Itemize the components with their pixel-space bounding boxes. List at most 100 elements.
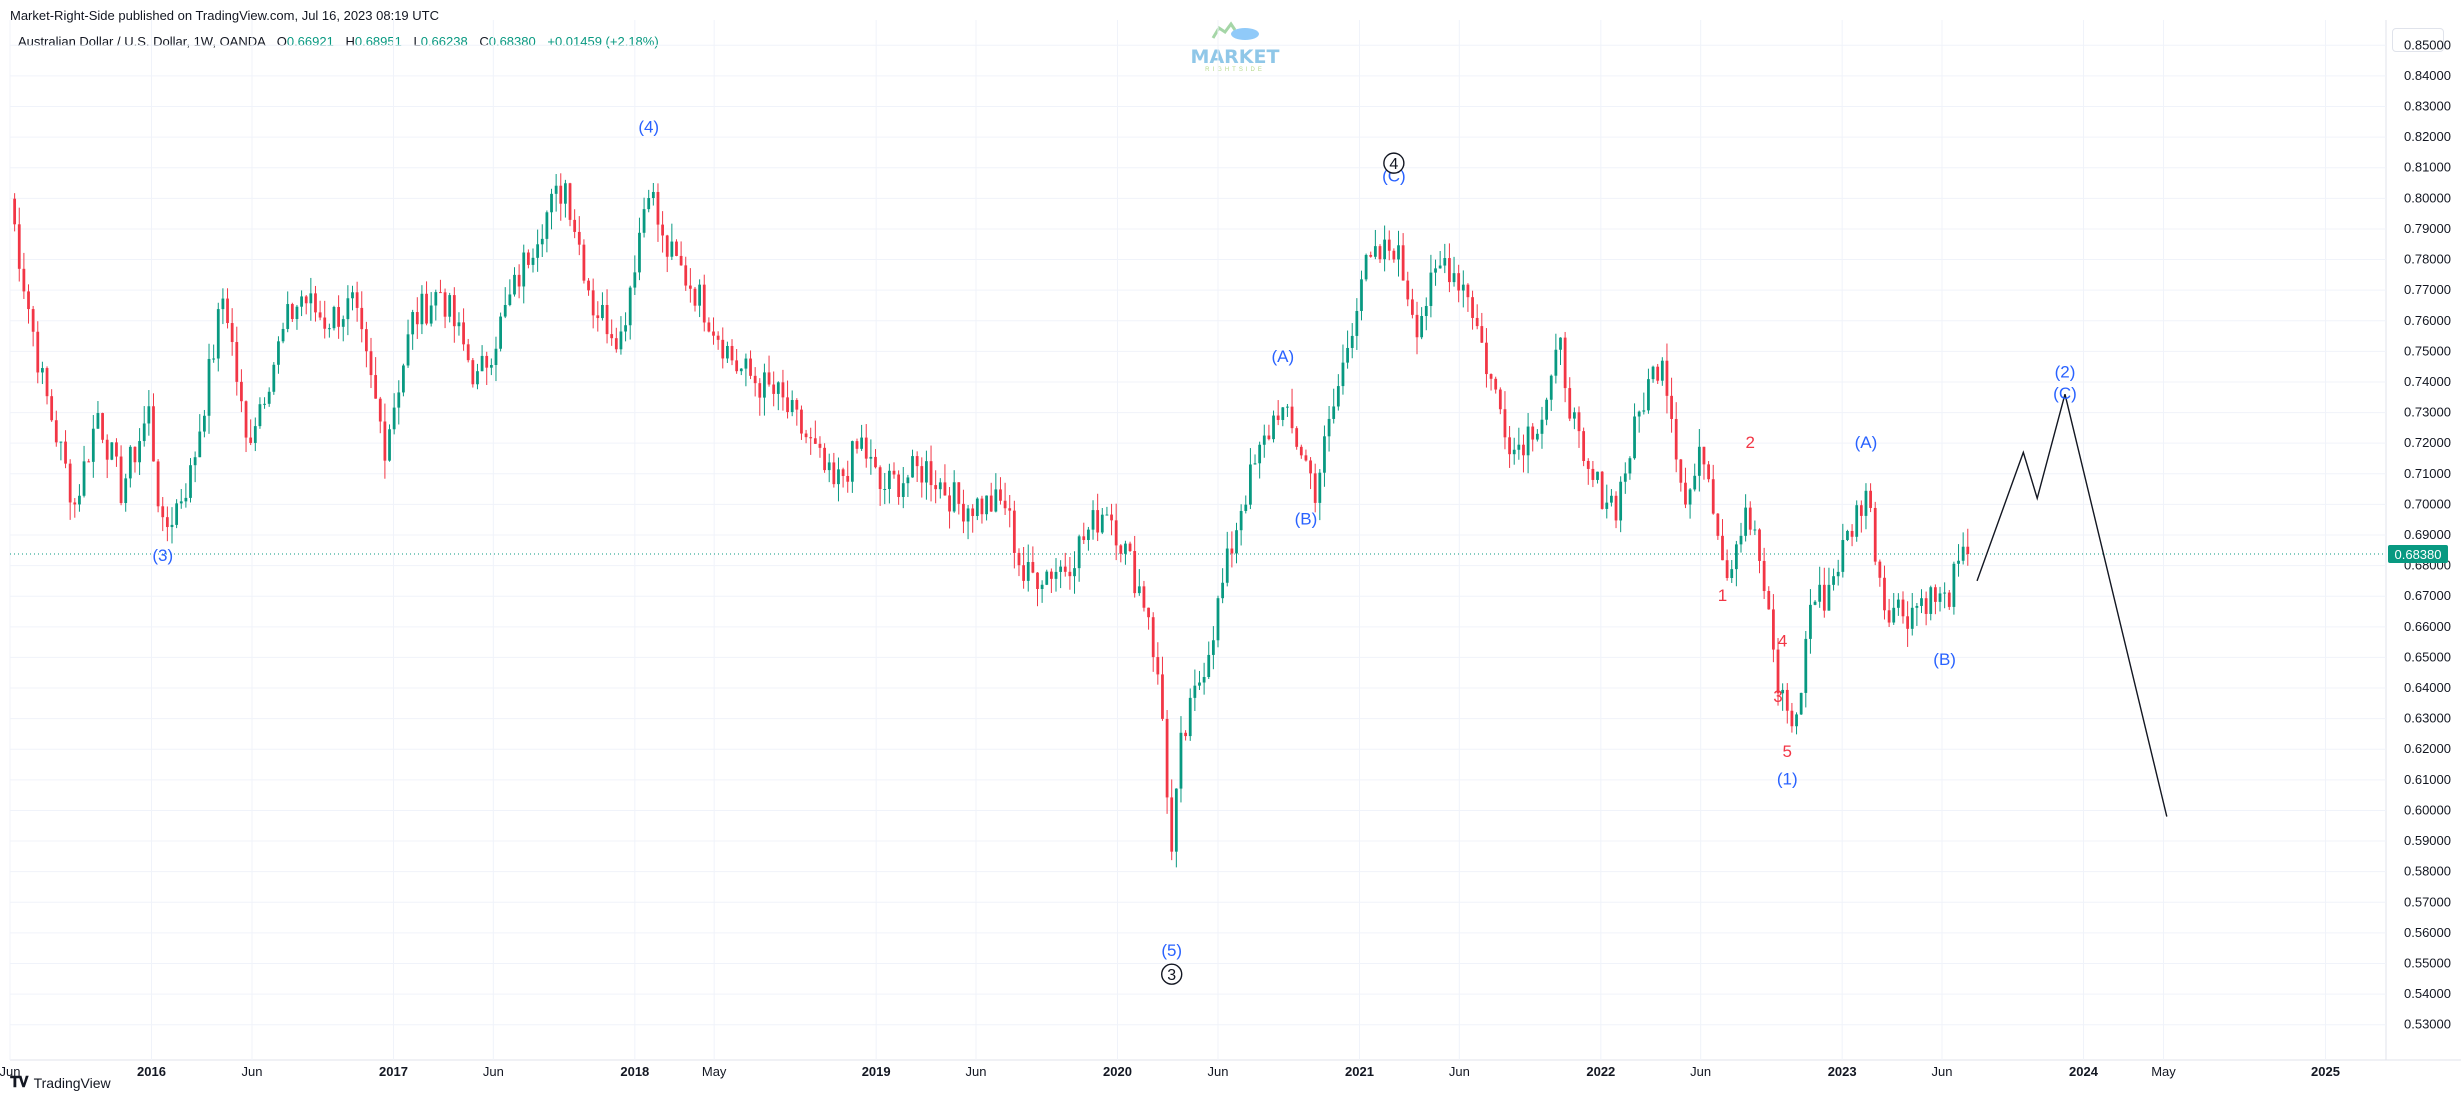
candle-body <box>411 312 415 335</box>
candle-body <box>156 461 160 507</box>
candle-body <box>892 470 896 475</box>
candle-body <box>679 255 683 266</box>
candle-body <box>1679 459 1683 483</box>
candle-body <box>1026 562 1030 581</box>
candle-body <box>883 489 887 491</box>
candle-body <box>628 287 632 326</box>
price-tick-label: 0.60000 <box>2404 802 2451 817</box>
time-tick-label: 2023 <box>1828 1064 1857 1079</box>
candle-body <box>1813 601 1817 605</box>
candle-body <box>832 462 836 485</box>
candle-body <box>82 461 86 496</box>
candle-body <box>1554 349 1558 376</box>
chart-grid <box>9 20 2461 1061</box>
candle-body <box>41 368 44 373</box>
wave-label: (5) <box>1161 941 1182 960</box>
candle-body <box>568 183 572 220</box>
candle-body <box>1795 714 1798 727</box>
time-tick-label: May <box>2151 1064 2176 1079</box>
candle-body <box>1841 540 1845 572</box>
candle-body <box>753 375 757 384</box>
candle-body <box>837 469 840 485</box>
candle-body <box>1216 598 1220 641</box>
candle-body <box>1892 607 1896 623</box>
price-tick-label: 0.77000 <box>2404 282 2451 297</box>
candle-body <box>726 345 729 359</box>
candle-body <box>499 316 502 349</box>
candle-body <box>522 252 526 287</box>
candle-body <box>702 284 706 323</box>
candle-body <box>267 391 271 404</box>
candle-body <box>1799 692 1803 715</box>
circled-wave-marker <box>1383 152 1405 174</box>
candle-body <box>1211 640 1215 655</box>
candle-body <box>934 485 938 490</box>
candle-body <box>1772 609 1775 650</box>
candle-body <box>823 447 826 471</box>
candle-body <box>999 489 1002 501</box>
time-tick-label: 2016 <box>137 1064 166 1079</box>
candle-body <box>480 355 484 372</box>
price-axis: 0.53000 0.54000 0.55000 0.56000 0.57000 0.580… <box>2388 37 2451 1032</box>
candle-body <box>300 296 303 307</box>
corner-button[interactable] <box>2392 28 2444 52</box>
candle-body <box>545 212 549 239</box>
candle-body <box>1193 685 1197 698</box>
candle-body <box>614 338 618 350</box>
candle-body <box>1577 412 1581 432</box>
candle-body <box>258 404 262 427</box>
candle-body <box>1545 399 1548 420</box>
candle-body <box>1332 406 1336 419</box>
candle-body <box>50 396 54 421</box>
candle-body <box>309 293 313 304</box>
wave-label: (B) <box>1933 650 1956 669</box>
candle-body <box>878 467 882 490</box>
candle-body <box>564 183 567 204</box>
time-tick-label: Jun <box>1208 1064 1229 1079</box>
candle-body <box>1068 571 1072 577</box>
candle-body <box>1415 314 1419 338</box>
candle-body <box>1105 514 1109 516</box>
price-tick-label: 0.61000 <box>2404 772 2451 787</box>
candle-body <box>554 185 558 194</box>
wave-label: (1) <box>1777 769 1798 788</box>
candle-body <box>1670 395 1673 419</box>
candle-body <box>327 328 331 330</box>
candle-body <box>763 372 766 398</box>
candle-body <box>1045 571 1049 585</box>
candle-body <box>1156 657 1160 675</box>
candle-body <box>656 191 660 225</box>
candle-body <box>1225 548 1229 583</box>
candle-body <box>1924 598 1928 614</box>
candle-body <box>661 224 664 236</box>
time-tick-label: 2022 <box>1586 1064 1615 1079</box>
wave-label: 2 <box>1746 433 1755 452</box>
candle-body <box>189 465 192 498</box>
candle-body <box>1947 592 1951 607</box>
wave-label: (4) <box>638 118 659 137</box>
candle-body <box>591 290 595 316</box>
candle-body <box>1605 502 1609 509</box>
candle-body <box>638 232 641 273</box>
candle-body <box>1059 566 1063 572</box>
candle-body <box>971 508 975 517</box>
candle-body <box>1137 586 1141 594</box>
candle-body <box>1762 560 1766 592</box>
candle-body <box>1336 386 1340 407</box>
candle-body <box>1341 362 1345 387</box>
candle-body <box>1934 587 1937 602</box>
candle-body <box>1753 529 1757 531</box>
wave-label: 5 <box>1783 742 1792 761</box>
candle-body <box>1198 682 1201 686</box>
candle-body <box>573 219 577 232</box>
time-tick-label: Jun <box>483 1064 504 1079</box>
candle-body <box>295 306 299 320</box>
price-tick-label: 0.67000 <box>2404 588 2451 603</box>
candle-body <box>1827 584 1831 611</box>
publisher-line: Market-Right-Side published on TradingVi… <box>10 8 439 23</box>
candle-body <box>1716 513 1720 536</box>
price-tick-label: 0.78000 <box>2404 252 2451 267</box>
time-tick-label: May <box>702 1064 727 1079</box>
candle-body <box>642 209 646 233</box>
